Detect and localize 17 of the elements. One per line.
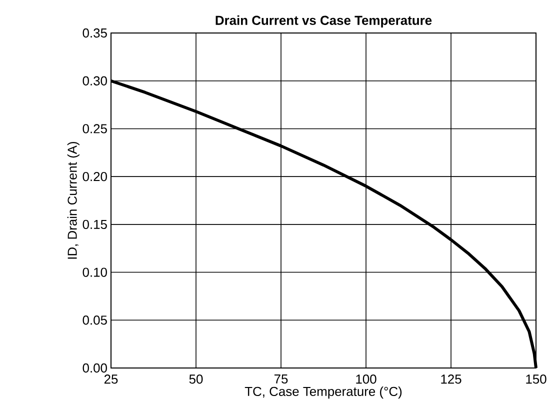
chart-title: Drain Current vs Case Temperature: [216, 15, 432, 28]
y-axis-title: ID, Drain Current (A): [67, 142, 80, 259]
y-tick-label: 0.30: [82, 76, 107, 86]
x-tick-label: 50: [189, 374, 203, 384]
y-tick-label: 0.05: [82, 316, 107, 325]
x-axis-title: TC, Case Temperature (°C): [244, 386, 402, 399]
y-tick-label: 0.00: [82, 363, 107, 373]
x-tick-label: 25: [104, 374, 118, 384]
x-tick-label: 75: [274, 374, 288, 384]
y-tick-label: 0.25: [82, 124, 107, 134]
x-tick-label: 100: [356, 374, 376, 384]
x-tick-label: 150: [526, 374, 546, 384]
x-tick-label: 125: [441, 374, 462, 384]
y-tick-label: 0.10: [82, 268, 107, 277]
y-tick-label: 0.15: [82, 220, 107, 230]
y-tick-label: 0.20: [82, 172, 107, 182]
y-tick-label: 0.35: [82, 28, 107, 38]
